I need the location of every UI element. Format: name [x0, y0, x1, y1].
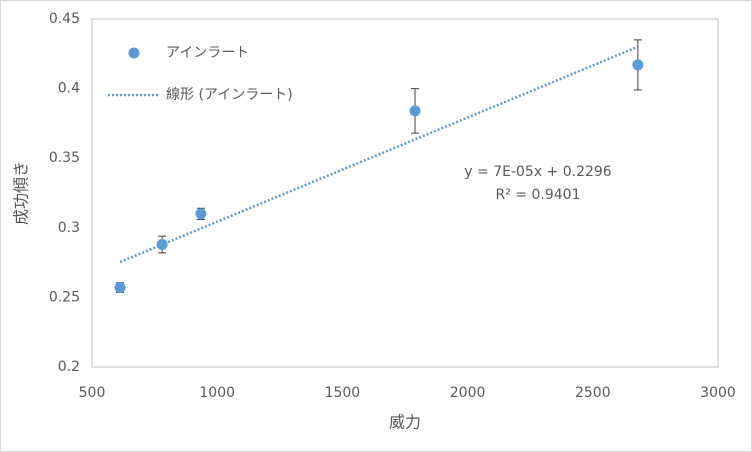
y-tick-label: 0.3 [58, 220, 80, 236]
plot-area [91, 18, 719, 368]
x-tick-label: 1500 [325, 385, 361, 401]
y-tick-label: 0.4 [58, 81, 80, 97]
y-tick-label: 0.35 [49, 150, 80, 166]
legend-label: アインラート [166, 45, 249, 61]
x-tick-label: 500 [79, 385, 106, 401]
legend-label: 線形 (アインラート) [166, 87, 293, 103]
trendline-r2: R² = 0.9401 [496, 187, 581, 203]
x-tick-label: 1000 [199, 385, 235, 401]
y-tick-label: 0.25 [49, 289, 80, 305]
y-tick-label: 0.45 [49, 11, 80, 27]
point [409, 105, 421, 117]
x-tick-label: 2000 [450, 385, 486, 401]
legend-marker [128, 47, 140, 59]
x-tick-label: 2500 [575, 385, 611, 401]
trendline-equation: y = 7E-05x + 0.2296 [464, 164, 612, 180]
point [156, 239, 168, 251]
point [114, 282, 126, 294]
trendline [119, 45, 639, 264]
y-tick-label: 0.2 [58, 359, 80, 375]
point [195, 208, 207, 220]
x-axis-title: 威力 [389, 413, 421, 432]
x-tick-label: 3000 [700, 385, 736, 401]
point [632, 59, 644, 71]
y-axis-title: 成功傾き [12, 161, 31, 225]
